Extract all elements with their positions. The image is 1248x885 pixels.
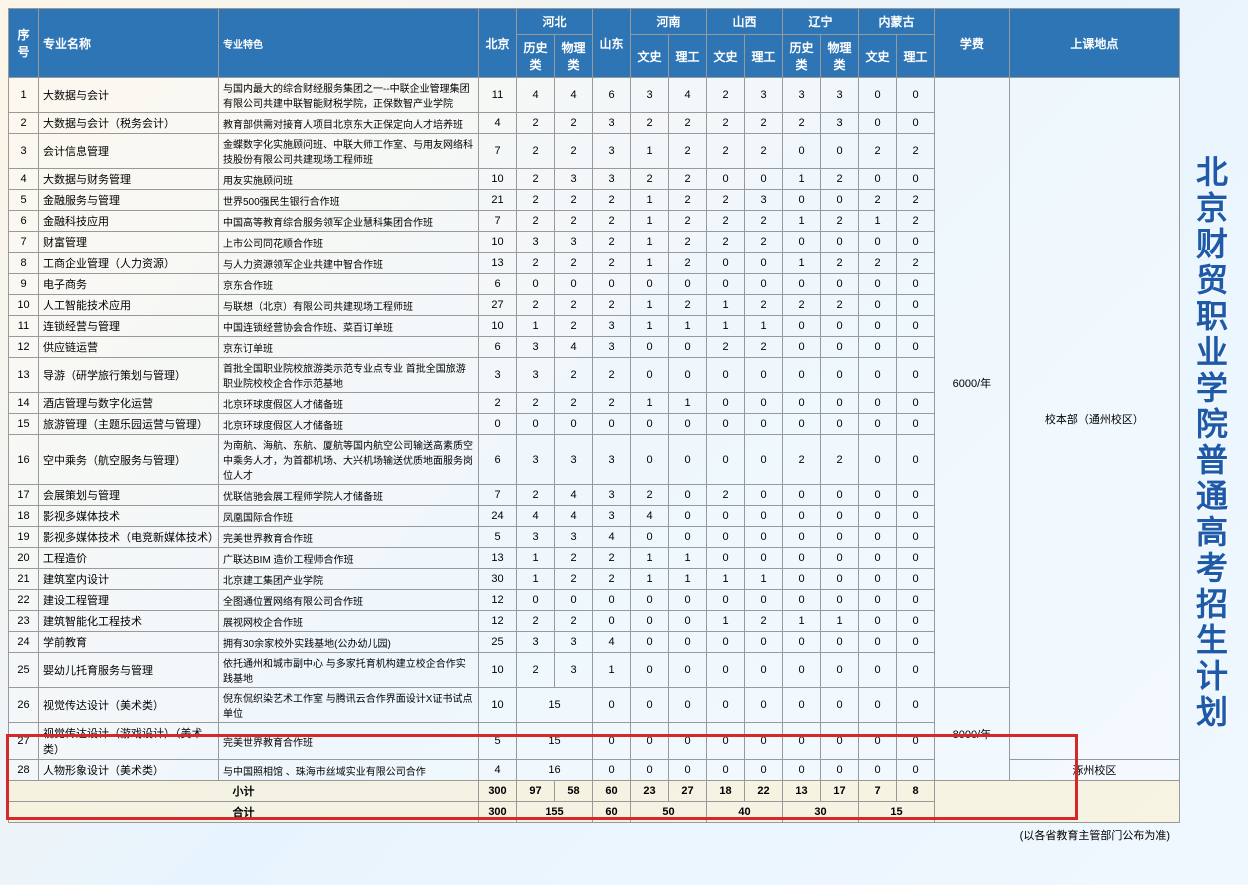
th-fee: 学费	[935, 9, 1010, 78]
table-row: 1大数据与会计与国内最大的综合财经服务集团之一--中联企业管理集团有限公司共建中…	[9, 78, 1180, 113]
th-bj: 北京	[479, 9, 517, 78]
th-hebei: 河北	[517, 9, 593, 35]
th-henan-b: 理工	[669, 35, 707, 78]
th-idx: 序号	[9, 9, 39, 78]
table-row: 26视觉传达设计（美术类）倪东侃织染艺术工作室 与腾讯云合作界面设计X证书试点单…	[9, 688, 1180, 723]
th-henan: 河南	[631, 9, 707, 35]
th-shanxi-a: 文史	[707, 35, 745, 78]
th-hebei-b: 物理类	[555, 35, 593, 78]
page-title: 北京财贸职业学院普通高考招生计划	[1187, 155, 1233, 731]
th-shanxi: 山西	[707, 9, 783, 35]
th-liaoning: 辽宁	[783, 9, 859, 35]
th-loc: 上课地点	[1009, 9, 1179, 78]
th-liaoning-b: 物理类	[821, 35, 859, 78]
th-nmg: 内蒙古	[859, 9, 935, 35]
th-henan-a: 文史	[631, 35, 669, 78]
subtotal-row: 小计30097586023271822131778	[9, 781, 1180, 802]
th-feature: 专业特色	[219, 9, 479, 78]
th-nmg-b: 理工	[897, 35, 935, 78]
th-name: 专业名称	[39, 9, 219, 78]
th-hebei-a: 历史类	[517, 35, 555, 78]
admission-plan-table: 序号 专业名称 专业特色 北京 河北 山东 河南 山西 辽宁 内蒙古 学费 上课…	[8, 8, 1180, 823]
th-sd: 山东	[593, 9, 631, 78]
th-shanxi-b: 理工	[745, 35, 783, 78]
th-nmg-a: 文史	[859, 35, 897, 78]
footnote: (以各省教育主管部门公布为准)	[8, 823, 1180, 847]
th-liaoning-a: 历史类	[783, 35, 821, 78]
